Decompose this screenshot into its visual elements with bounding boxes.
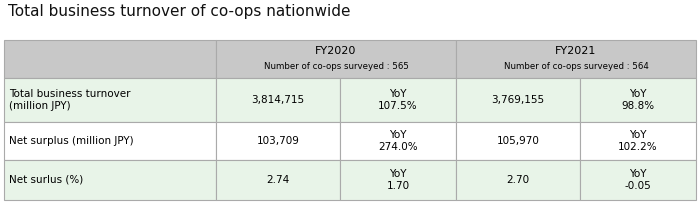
Bar <box>216 78 340 122</box>
Bar <box>216 40 456 78</box>
Bar <box>580 160 696 200</box>
Bar <box>216 160 340 200</box>
Text: YoY
102.2%: YoY 102.2% <box>618 130 658 152</box>
Text: YoY
107.5%: YoY 107.5% <box>378 89 418 111</box>
Bar <box>580 122 696 160</box>
Bar <box>216 122 340 160</box>
Bar <box>340 160 456 200</box>
Bar <box>580 78 696 122</box>
Bar <box>4 160 216 200</box>
Bar <box>4 122 216 160</box>
Bar <box>4 40 216 78</box>
Text: Total business turnover
(million JPY): Total business turnover (million JPY) <box>9 89 130 111</box>
Text: 2.74: 2.74 <box>267 175 290 185</box>
Text: 2.70: 2.70 <box>506 175 530 185</box>
Bar <box>456 122 580 160</box>
Text: YoY
1.70: YoY 1.70 <box>386 169 410 191</box>
Bar <box>456 160 580 200</box>
Text: FY2020: FY2020 <box>315 46 357 56</box>
Text: 105,970: 105,970 <box>496 136 540 146</box>
Text: 3,814,715: 3,814,715 <box>251 95 304 105</box>
Text: YoY
-0.05: YoY -0.05 <box>624 169 652 191</box>
Text: Total business turnover of co-ops nationwide: Total business turnover of co-ops nation… <box>8 4 351 19</box>
Text: YoY
274.0%: YoY 274.0% <box>378 130 418 152</box>
Text: Number of co-ops surveyed : 565: Number of co-ops surveyed : 565 <box>264 62 408 71</box>
Bar <box>456 40 696 78</box>
Text: FY2021: FY2021 <box>555 46 596 56</box>
Bar <box>340 122 456 160</box>
Text: 103,709: 103,709 <box>257 136 300 146</box>
Text: YoY
98.8%: YoY 98.8% <box>622 89 654 111</box>
Text: 3,769,155: 3,769,155 <box>491 95 545 105</box>
Bar <box>456 78 580 122</box>
Text: Net surplus (million JPY): Net surplus (million JPY) <box>9 136 134 146</box>
Text: Net surlus (%): Net surlus (%) <box>9 175 83 185</box>
Bar <box>4 78 216 122</box>
Bar <box>340 78 456 122</box>
Text: Number of co-ops surveyed : 564: Number of co-ops surveyed : 564 <box>503 62 648 71</box>
